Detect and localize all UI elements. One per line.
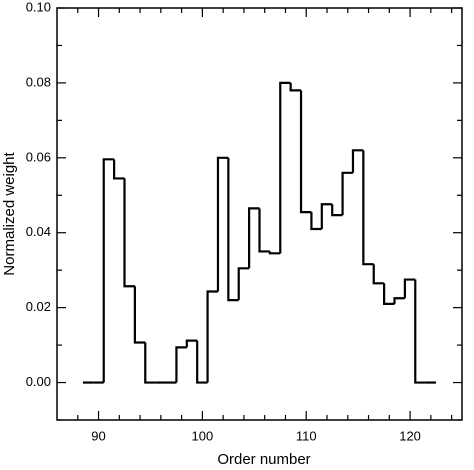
step [237,267,250,301]
step [123,178,135,288]
x-tick-label: 90 [91,428,105,443]
step [351,149,364,173]
step [393,297,405,304]
step [102,158,115,383]
step [279,81,291,254]
step [414,279,426,384]
x-tick-label: 110 [296,428,317,443]
step [175,346,187,383]
step [227,157,239,302]
step [341,171,353,216]
x-axis-title: Order number [217,451,310,468]
step [196,340,208,384]
step [362,150,374,266]
y-axis-title: Normalized weight [1,151,18,275]
y-tick-label: 0.08 [26,74,51,89]
step [248,207,260,269]
y-tick-label: 0.10 [26,0,51,14]
step [403,278,416,299]
y-tick-label: 0.06 [26,149,51,164]
step [185,339,198,348]
step [289,82,302,92]
step [320,203,333,229]
step [258,208,270,253]
step [133,286,146,344]
x-tick-label: 120 [399,428,421,443]
step [372,264,385,285]
plot-frame [56,7,463,421]
step [268,251,281,255]
step [383,283,395,305]
step [206,290,218,383]
y-tick-label: 0.00 [26,374,51,389]
step [144,342,156,384]
y-tick-label: 0.04 [26,224,51,239]
step [299,90,312,214]
y-tick-label: 0.02 [26,299,51,314]
step [310,212,322,231]
step [113,159,125,180]
step [331,204,343,217]
x-tick-label: 100 [192,428,214,443]
step [216,156,229,292]
